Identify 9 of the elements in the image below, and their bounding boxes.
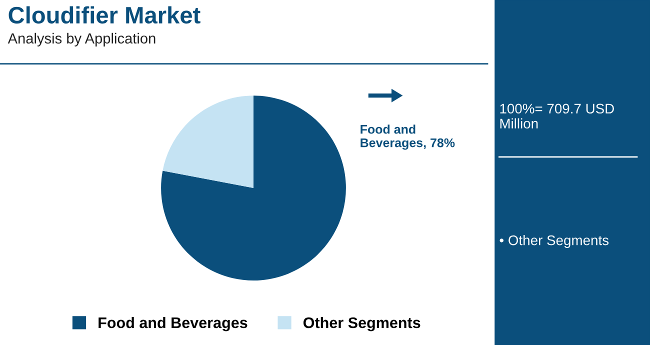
legend-label: Food and Beverages <box>98 316 248 332</box>
pie-slice <box>162 96 254 188</box>
legend-label: Other Segments <box>303 316 420 332</box>
text: • Other Segments <box>500 235 609 248</box>
data-label: Food and Beverages, 78% <box>360 124 455 150</box>
pie-slice <box>161 96 346 280</box>
chart-subtitle: Analysis by Application <box>8 32 156 46</box>
chart-title: Cloudifier Market <box>8 6 200 24</box>
text: 100%= 709.7 USD Million <box>500 104 614 129</box>
